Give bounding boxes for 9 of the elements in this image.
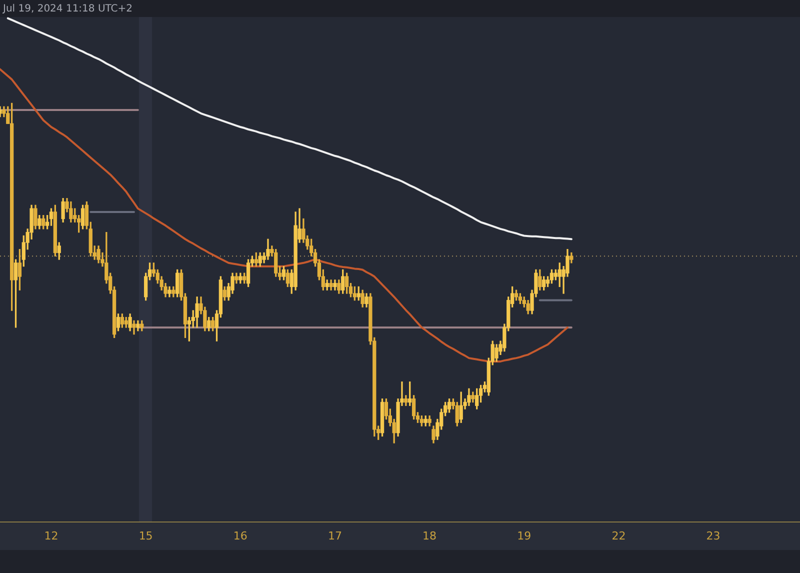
x-tick-label: 17 bbox=[328, 529, 342, 542]
x-tick-label: 18 bbox=[422, 529, 437, 542]
text: Jul 19, 2024 11:18 UTC+2 bbox=[2, 4, 133, 15]
x-tick-label: 23 bbox=[706, 529, 720, 542]
x-tick-label: 16 bbox=[233, 529, 248, 542]
x-tick-label: 22 bbox=[612, 529, 626, 542]
x-tick-label: 15 bbox=[138, 529, 153, 542]
x-tick-label: 12 bbox=[44, 529, 58, 542]
x-tick-label: 19 bbox=[517, 529, 532, 542]
